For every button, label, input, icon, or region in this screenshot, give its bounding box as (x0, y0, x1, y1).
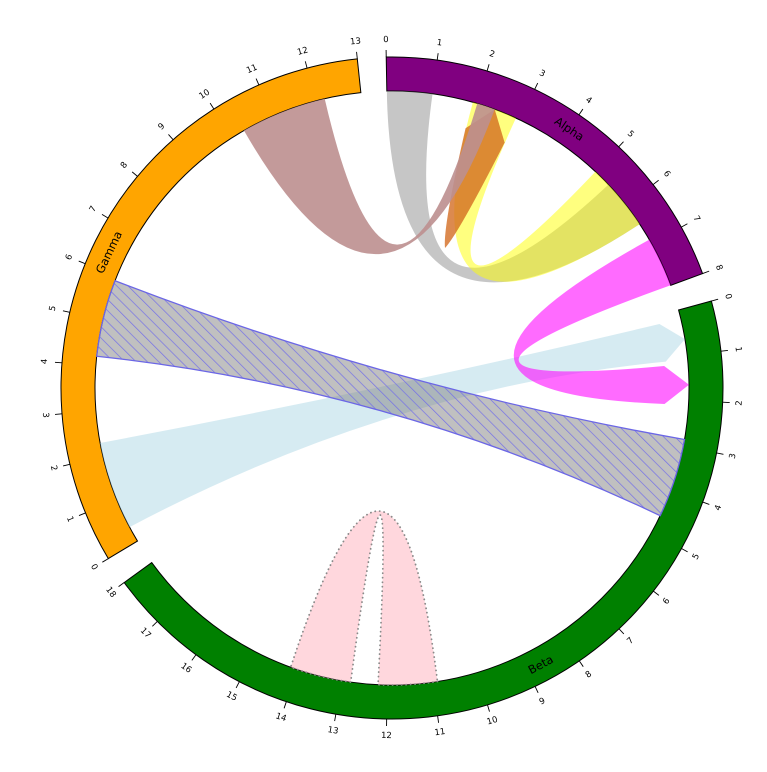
tick-label: 3 (728, 453, 739, 460)
tick-mark (579, 109, 583, 115)
tick-mark (653, 180, 659, 184)
tick-label: 10 (486, 715, 499, 728)
tick-label: 15 (224, 690, 238, 704)
tick-mark (703, 502, 710, 504)
tick-label: 2 (735, 400, 745, 406)
tick-label: 6 (64, 253, 75, 262)
tick-label: 10 (197, 88, 212, 102)
tick-mark (79, 513, 85, 516)
tick-label: 5 (48, 305, 59, 313)
tick-label: 7 (690, 214, 701, 224)
tick-mark (335, 714, 336, 721)
tick-mark (681, 548, 687, 551)
tick-mark (535, 83, 538, 89)
tick-mark (79, 261, 85, 264)
tick-label: 0 (383, 35, 389, 45)
tick-mark (168, 134, 173, 139)
tick-mark (437, 53, 438, 60)
tick-mark (305, 61, 307, 68)
tick-label: 9 (538, 696, 547, 707)
tick-mark (711, 299, 718, 301)
tick-mark (236, 682, 239, 688)
tick-label: 11 (434, 727, 446, 738)
tick-mark (256, 79, 259, 85)
tick-mark (703, 271, 710, 273)
tick-label: 8 (584, 669, 594, 680)
tick-label: 1 (64, 515, 75, 524)
tick-mark (681, 224, 687, 227)
links-layer (97, 91, 689, 685)
tick-label: 4 (40, 358, 50, 364)
tick-label: 0 (88, 562, 99, 572)
tick-mark (55, 414, 62, 415)
tick-label: 7 (88, 204, 99, 214)
tick-label: 13 (327, 725, 339, 737)
tick-label: 3 (40, 412, 50, 418)
tick-mark (579, 661, 583, 667)
tick-mark (357, 52, 358, 59)
tick-label: 12 (381, 731, 392, 741)
tick-label: 18 (103, 585, 117, 600)
tick-label: 2 (488, 49, 496, 60)
tick-mark (132, 172, 137, 176)
tick-mark (535, 686, 538, 692)
tick-label: 8 (713, 263, 724, 272)
tick-mark (487, 64, 489, 71)
tick-mark (152, 621, 157, 626)
tick-label: 13 (350, 36, 362, 47)
tick-label: 0 (722, 293, 733, 301)
tick-label: 1 (436, 38, 443, 49)
tick-label: 2 (48, 464, 59, 472)
tick-label: 6 (661, 169, 672, 179)
tick-mark (717, 453, 724, 454)
tick-label: 5 (691, 552, 702, 562)
tick-label: 5 (625, 129, 636, 140)
tick-mark (284, 702, 286, 709)
tick-mark (119, 583, 125, 587)
tick-label: 1 (733, 346, 744, 353)
tick-label: 4 (713, 504, 724, 513)
tick-label: 17 (138, 626, 153, 641)
tick-mark (192, 655, 196, 661)
tick-label: 7 (625, 636, 636, 647)
tick-mark (653, 591, 659, 595)
tick-mark (487, 705, 489, 712)
tick-mark (63, 464, 70, 466)
tick-mark (55, 362, 62, 363)
tick-label: 4 (583, 95, 593, 106)
tick-label: 11 (245, 63, 259, 77)
tick-mark (63, 311, 70, 313)
tick-mark (102, 559, 108, 563)
tick-mark (438, 716, 439, 723)
tick-label: 12 (296, 45, 309, 57)
tick-mark (619, 629, 624, 634)
tick-mark (721, 350, 728, 351)
tick-mark (210, 103, 214, 109)
tick-label: 14 (274, 711, 287, 724)
tick-mark (102, 214, 108, 218)
tick-label: 16 (179, 661, 194, 675)
pink-dotted-self-link-beta (291, 511, 438, 685)
tick-label: 3 (537, 68, 546, 79)
tick-mark (619, 142, 624, 147)
tick-label: 9 (156, 121, 167, 132)
tick-label: 8 (119, 160, 130, 171)
tick-label: 6 (661, 596, 672, 606)
